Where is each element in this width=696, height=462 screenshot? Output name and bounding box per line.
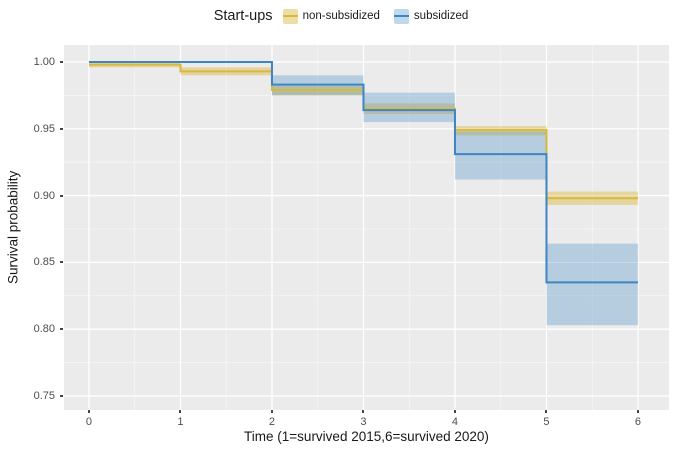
x-tick-mark <box>453 410 456 413</box>
y-tick-mark <box>60 194 63 197</box>
y-tick-label: 0.75 <box>33 389 55 402</box>
legend: Start-ups non-subsidized subsidized <box>0 8 696 24</box>
legend-key-icon <box>393 8 409 24</box>
x-tick-mark <box>636 410 639 413</box>
y-tick-label: 0.80 <box>33 323 55 336</box>
legend-key-icon <box>282 8 298 24</box>
ci-band-subsidized <box>454 131 547 180</box>
x-tick-label: 4 <box>451 416 459 428</box>
legend-label: non-subsidized <box>302 10 380 22</box>
x-tick-label: 2 <box>268 416 276 428</box>
y-tick-mark <box>60 127 63 130</box>
x-tick-label: 5 <box>543 416 550 428</box>
y-tick-mark <box>60 394 63 397</box>
plot-svg <box>64 45 669 410</box>
legend-key-line <box>393 15 409 17</box>
x-tick-mark <box>270 410 273 413</box>
x-tick-label: 0 <box>85 416 93 428</box>
plot-panel <box>64 45 669 410</box>
y-tick-label: 0.85 <box>33 256 55 269</box>
legend-key-line <box>282 15 298 17</box>
legend-items: non-subsidized subsidized <box>282 8 483 24</box>
x-tick-mark <box>179 410 182 413</box>
ci-band-subsidized <box>363 92 455 123</box>
x-tick-label: 1 <box>177 416 184 428</box>
y-tick-mark <box>60 328 63 331</box>
x-tick-label: 6 <box>634 416 642 428</box>
y-tick-label: 1.00 <box>33 55 55 68</box>
legend-item-non-subsidized: non-subsidized <box>282 8 380 24</box>
y-tick-mark <box>60 261 63 264</box>
legend-item-subsidized: subsidized <box>393 8 469 24</box>
y-axis: 1.00 0.95 0.90 0.85 0.80 0.75 <box>0 45 64 410</box>
x-axis-title: Time (1=survived 2015,6=survived 2020) <box>244 429 489 444</box>
series-line-subsidized <box>88 60 638 284</box>
legend-label: subsidized <box>413 10 469 22</box>
x-tick-label: 3 <box>360 416 367 428</box>
y-tick-mark <box>60 60 63 63</box>
x-tick-mark <box>362 410 365 413</box>
x-tick-mark <box>545 410 548 413</box>
x-tick-mark <box>87 410 90 413</box>
legend-title: Start-ups <box>213 8 273 24</box>
ci-band-subsidized <box>546 243 638 326</box>
y-tick-label: 0.95 <box>33 122 55 135</box>
y-tick-label: 0.90 <box>33 189 55 202</box>
x-axis: 0 1 2 3 4 5 6 <box>64 410 669 446</box>
